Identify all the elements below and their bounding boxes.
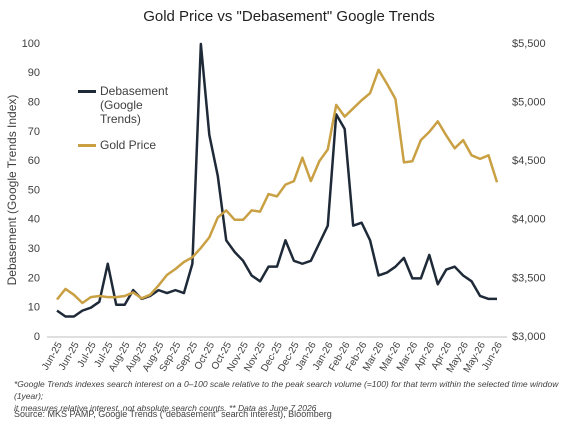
legend: Debasement (Google Trends) Gold Price <box>78 84 180 164</box>
y-tick-label: 30 <box>28 243 40 255</box>
legend-swatch <box>78 144 96 147</box>
y-tick-label: 0 <box>34 331 40 343</box>
y2-tick-label: $5,000 <box>512 97 546 109</box>
chart-title: Gold Price vs "Debasement" Google Trends <box>143 8 435 25</box>
y-tick-label: 40 <box>28 214 40 226</box>
y-tick-label: 50 <box>28 184 40 196</box>
y2-tick-label: $4,500 <box>512 155 546 167</box>
legend-swatch <box>78 90 96 93</box>
y-tick-label: 90 <box>28 67 40 79</box>
series-line <box>56 68 499 305</box>
y-tick-label: 20 <box>28 272 40 284</box>
chart: Gold Price vs "Debasement" Google Trends… <box>5 8 546 375</box>
series-line <box>56 42 497 318</box>
legend-label: Debasement (Google Trends) <box>100 84 169 126</box>
legend-label: Gold Price <box>100 138 157 152</box>
footnote-line: *Google Trends indexes search interest o… <box>14 379 559 401</box>
y-axis-title: Debasement (Google Trends Index) <box>5 95 19 286</box>
y2-tick-label: $3,000 <box>512 331 546 343</box>
y-tick-label: 100 <box>22 38 40 50</box>
footnote-line: it measures relative interest, not absol… <box>14 403 317 413</box>
y-tick-label: 80 <box>28 97 40 109</box>
source: Source: MKS PAMP, Google Trends ("debase… <box>14 409 332 419</box>
footnote: *Google Trends indexes search interest o… <box>14 378 574 414</box>
y2-tick-label: $3,500 <box>512 272 546 284</box>
y2-tick-label: $4,000 <box>512 214 546 226</box>
y-tick-label: 60 <box>28 155 40 167</box>
y2-tick-label: $5,500 <box>512 38 546 50</box>
y-tick-label: 10 <box>28 302 40 314</box>
y-tick-label: 70 <box>28 126 40 138</box>
legend-item: Debasement (Google Trends) <box>78 84 180 126</box>
legend-item: Gold Price <box>78 138 180 152</box>
